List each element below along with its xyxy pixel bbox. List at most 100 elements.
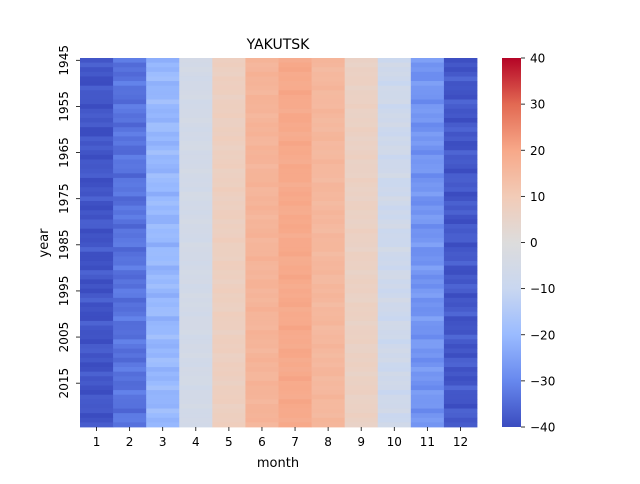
heatmap-cell: [377, 90, 412, 96]
heatmap-cell: [344, 237, 379, 243]
heatmap-cell: [212, 196, 246, 202]
heatmap-cell: [245, 131, 279, 137]
heatmap-cell: [311, 325, 346, 331]
heatmap-cell: [377, 357, 412, 363]
heatmap-cell: [443, 242, 478, 248]
heatmap-cell: [410, 108, 445, 114]
heatmap-cell: [146, 122, 180, 128]
heatmap-cell: [311, 353, 346, 359]
heatmap-cell: [344, 136, 379, 142]
heatmap-cell: [113, 58, 147, 64]
y-tick-label: 1965: [57, 137, 71, 168]
heatmap-cell: [311, 145, 346, 151]
heatmap-cell: [410, 177, 445, 183]
heatmap-cell: [113, 159, 147, 165]
heatmap-cell: [179, 343, 213, 349]
heatmap-cell: [179, 417, 213, 423]
heatmap-cell: [80, 390, 114, 396]
x-tick-label: 12: [453, 435, 468, 449]
heatmap-cell: [311, 159, 346, 165]
heatmap-cell: [245, 159, 279, 165]
heatmap-cell: [212, 408, 246, 414]
heatmap-cell: [278, 154, 312, 160]
heatmap-cell: [443, 274, 478, 280]
heatmap-cell: [443, 288, 478, 294]
heatmap-cell: [212, 210, 246, 216]
x-tick-label: 3: [159, 435, 167, 449]
heatmap-cell: [278, 256, 312, 262]
heatmap-cell: [410, 408, 445, 414]
heatmap-cell: [278, 247, 312, 253]
heatmap-cell: [80, 279, 114, 285]
heatmap-cell: [278, 205, 312, 211]
heatmap-cell: [278, 394, 312, 400]
heatmap-cell: [278, 177, 312, 183]
heatmap-cell: [245, 99, 279, 105]
heatmap-cell: [278, 173, 312, 179]
heatmap-cell: [443, 371, 478, 377]
heatmap-cell: [179, 154, 213, 160]
heatmap-cell: [344, 339, 379, 345]
heatmap-cell: [443, 228, 478, 234]
heatmap-cell: [212, 200, 246, 206]
heatmap-cell: [80, 380, 114, 386]
heatmap-cell: [443, 145, 478, 151]
heatmap-cell: [377, 168, 412, 174]
heatmap-cell: [80, 302, 114, 308]
colorbar-tick-label: −20: [530, 328, 555, 342]
heatmap-cell: [212, 90, 246, 96]
heatmap-cell: [179, 113, 213, 119]
heatmap-cell: [245, 422, 279, 428]
heatmap-cell: [212, 191, 246, 197]
x-tick-label: 10: [387, 435, 402, 449]
heatmap-cell: [80, 260, 114, 266]
heatmap-cell: [80, 71, 114, 77]
heatmap-cell: [179, 159, 213, 165]
y-axis-ticks: 1945 1955 1965 1975 1985 1995 2005 2015: [57, 45, 80, 398]
heatmap-cell: [344, 150, 379, 156]
heatmap-cell: [212, 334, 246, 340]
heatmap-cell: [410, 288, 445, 294]
heatmap-cell: [377, 141, 412, 147]
heatmap-cell: [344, 104, 379, 110]
heatmap-cell: [311, 94, 346, 100]
heatmap-cell: [443, 233, 478, 239]
heatmap-cell: [212, 311, 246, 317]
heatmap-cell: [179, 150, 213, 156]
heatmap-cell: [80, 177, 114, 183]
heatmap-cell: [113, 173, 147, 179]
heatmap-cell: [80, 256, 114, 262]
heatmap-cell: [410, 99, 445, 105]
heatmap-cell: [344, 122, 379, 128]
heatmap-cell: [113, 214, 147, 220]
heatmap-cell: [179, 191, 213, 197]
heatmap-cell: [80, 242, 114, 248]
heatmap-cell: [410, 353, 445, 359]
heatmap-cell: [245, 127, 279, 133]
heatmap-cell: [245, 399, 279, 405]
heatmap-cell: [311, 99, 346, 105]
heatmap-cell: [344, 330, 379, 336]
heatmap-cell: [179, 302, 213, 308]
heatmap-cell: [311, 233, 346, 239]
heatmap-cell: [245, 307, 279, 313]
heatmap-cell: [113, 136, 147, 142]
heatmap-cell: [80, 311, 114, 317]
heatmap-cell: [245, 297, 279, 303]
heatmap-cell: [344, 187, 379, 193]
heatmap-cell: [278, 302, 312, 308]
heatmap-cell: [179, 76, 213, 82]
heatmap-cell: [179, 108, 213, 114]
heatmap-cell: [377, 117, 412, 123]
heatmap-cell: [146, 256, 180, 262]
heatmap-cell: [344, 99, 379, 105]
heatmap-cell: [377, 205, 412, 211]
heatmap-cell: [80, 307, 114, 313]
heatmap-cell: [146, 297, 180, 303]
heatmap-cell: [410, 145, 445, 151]
heatmap-cell: [443, 104, 478, 110]
heatmap-cell: [80, 247, 114, 253]
heatmap-cell: [113, 182, 147, 188]
heatmap-cell: [443, 302, 478, 308]
heatmap-cell: [179, 210, 213, 216]
